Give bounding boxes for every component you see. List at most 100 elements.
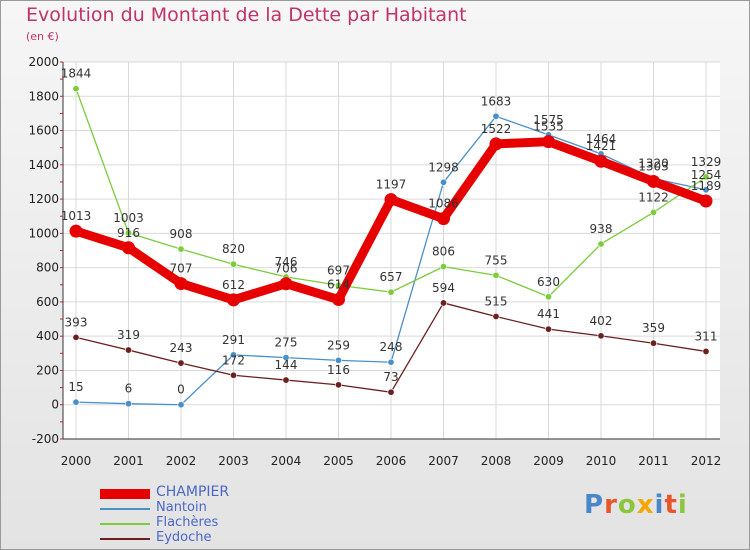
data-label: 614 xyxy=(327,278,350,292)
logo-letter: r xyxy=(604,490,618,520)
data-label: 6 xyxy=(125,382,133,396)
y-tick-label: 600 xyxy=(36,295,59,309)
data-label: 1122 xyxy=(638,190,669,204)
data-label: 1683 xyxy=(481,94,512,108)
data-point-champier xyxy=(437,212,450,226)
data-point-eydoche xyxy=(649,339,657,347)
x-tick-label: 2009 xyxy=(533,454,564,468)
data-label: 1320 xyxy=(638,157,669,171)
data-label: 359 xyxy=(642,321,665,335)
data-point-nantoin xyxy=(72,398,80,406)
y-tick-label: 400 xyxy=(36,329,59,343)
data-label: 116 xyxy=(327,363,350,377)
x-tick-label: 2006 xyxy=(376,454,407,468)
legend-label: Nantoin xyxy=(156,500,207,515)
data-label: 1303 xyxy=(638,159,669,173)
data-point-flach-res xyxy=(125,229,133,237)
data-point-eydoche xyxy=(702,347,710,355)
data-point-flach-res xyxy=(439,263,447,271)
data-point-nantoin xyxy=(492,112,500,120)
data-point-nantoin xyxy=(282,354,290,362)
data-point-flach-res xyxy=(702,173,710,181)
data-point-champier xyxy=(647,174,660,188)
data-label: 1197 xyxy=(376,178,407,192)
legend-item-nantoin: Nantoin xyxy=(100,500,400,516)
data-point-flach-res xyxy=(649,208,657,216)
legend-swatch xyxy=(100,522,150,525)
data-point-champier xyxy=(279,277,293,291)
data-label: 1535 xyxy=(533,120,564,134)
data-label: 311 xyxy=(695,329,718,343)
data-label: 1254 xyxy=(691,168,722,182)
data-point-eydoche xyxy=(544,325,552,333)
x-tick-label: 2001 xyxy=(113,454,144,468)
data-label: 1329 xyxy=(691,155,722,169)
series-lines xyxy=(69,85,713,409)
data-label: 319 xyxy=(117,328,140,342)
data-label: 515 xyxy=(485,294,508,308)
data-label: 1522 xyxy=(481,122,512,136)
x-tick-label: 2003 xyxy=(218,454,249,468)
chart-subtitle: (en €) xyxy=(26,30,59,43)
data-label: 820 xyxy=(222,242,245,256)
data-label: 393 xyxy=(65,315,88,329)
data-label: 172 xyxy=(222,353,245,367)
data-label: 657 xyxy=(380,270,403,284)
data-point-eydoche xyxy=(125,346,133,354)
data-point-nantoin xyxy=(387,358,395,366)
y-tick-label: 1200 xyxy=(28,192,59,206)
legend-label: Eydoche xyxy=(156,530,212,545)
data-label: 630 xyxy=(537,275,560,289)
data-label: 706 xyxy=(275,262,298,276)
data-label: 243 xyxy=(170,341,193,355)
y-tick-label: 2000 xyxy=(28,55,59,69)
data-point-nantoin xyxy=(177,401,185,409)
data-label: 1086 xyxy=(428,197,459,211)
data-label: 755 xyxy=(485,253,508,267)
legend-swatch xyxy=(100,488,150,499)
x-tick-label: 2010 xyxy=(586,454,617,468)
legend-swatch xyxy=(100,537,150,540)
data-point-eydoche xyxy=(72,333,80,341)
x-tick-label: 2012 xyxy=(691,454,722,468)
logo-letter: i xyxy=(677,490,688,520)
x-tick-label: 2011 xyxy=(638,454,669,468)
proxiti-logo: Proxiti xyxy=(584,490,688,520)
y-tick-label: 1000 xyxy=(28,226,59,240)
data-label: 248 xyxy=(380,340,403,354)
legend-swatch xyxy=(100,507,150,510)
logo-letter: x xyxy=(636,490,655,520)
data-point-eydoche xyxy=(439,299,447,307)
data-label: 1844 xyxy=(61,67,92,81)
x-tick-label: 2008 xyxy=(481,454,512,468)
data-point-eydoche xyxy=(177,359,185,367)
data-label: 144 xyxy=(275,358,298,372)
data-label: 938 xyxy=(590,222,613,236)
data-label: 291 xyxy=(222,333,245,347)
data-label: 0 xyxy=(177,383,185,397)
legend-item-champier: CHAMPIER xyxy=(100,484,400,501)
data-point-champier xyxy=(542,135,555,149)
data-label: 1575 xyxy=(533,113,564,127)
data-label: 73 xyxy=(383,370,398,384)
data-label: 1298 xyxy=(428,160,459,174)
data-label: 402 xyxy=(590,314,613,328)
data-label: 1189 xyxy=(691,179,722,193)
data-label: 806 xyxy=(432,245,455,259)
data-point-champier xyxy=(332,293,345,307)
data-label: 908 xyxy=(170,227,193,241)
axes: -200 0 200 400 600 800 1000 1200 1400 1600 1800 200… xyxy=(28,55,721,468)
data-point-eydoche xyxy=(282,376,290,384)
y-tick-label: 1800 xyxy=(28,89,59,103)
data-point-eydoche xyxy=(387,388,395,396)
data-point-flach-res xyxy=(177,245,185,253)
chart-title: Evolution du Montant de la Dette par Hab… xyxy=(26,4,467,26)
data-label: 1421 xyxy=(586,139,617,153)
data-point-champier xyxy=(594,154,608,168)
data-point-flach-res xyxy=(230,260,238,268)
data-label: 916 xyxy=(117,226,140,240)
data-label: 1464 xyxy=(586,132,617,146)
data-label: 612 xyxy=(222,278,245,292)
